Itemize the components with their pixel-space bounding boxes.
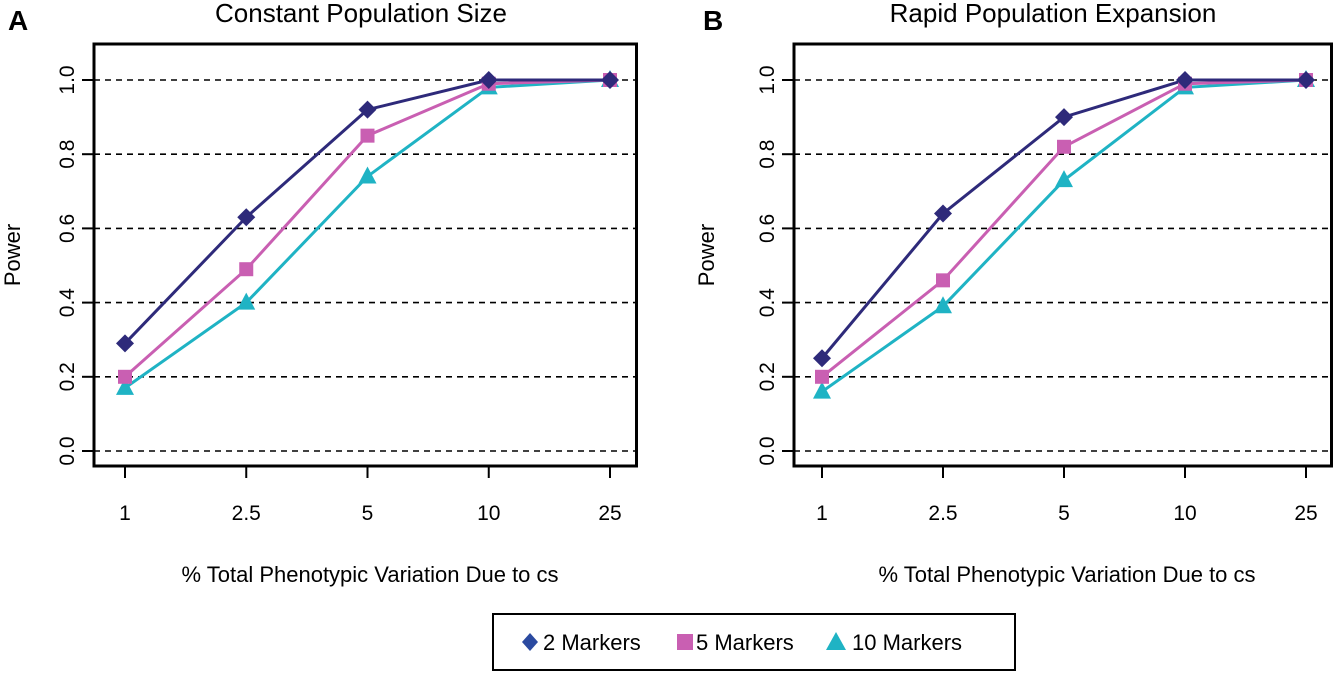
y-tick-label: 0.8 — [756, 140, 779, 169]
legend-label: 5 Markers — [696, 630, 794, 655]
y-tick-label: 0.4 — [756, 288, 779, 318]
legend-marker — [522, 633, 538, 651]
x-axis-label: % Total Phenotypic Variation Due to cs — [878, 562, 1255, 587]
data-point — [116, 377, 134, 395]
x-tick-label: 10 — [1173, 502, 1196, 525]
x-tick-label: 1 — [816, 502, 828, 525]
legend-box — [492, 613, 1016, 671]
data-point — [358, 166, 377, 184]
y-tick-label: 1.0 — [756, 65, 779, 94]
data-point — [1176, 71, 1194, 89]
data-point — [934, 204, 952, 223]
data-point — [1057, 139, 1071, 154]
y-axis-label: Power — [694, 224, 719, 286]
legend-label: 10 Markers — [852, 630, 962, 655]
data-point — [815, 369, 829, 384]
panel-a: A Constant Population Size 0.0 0.2 0.4 0.6 0.8… — [0, 0, 638, 587]
y-tick-label: 0.4 — [56, 288, 79, 318]
data-point — [1055, 170, 1073, 188]
x-tick-label: 25 — [1294, 502, 1317, 525]
x-tick-label: 25 — [598, 502, 621, 525]
data-point — [934, 296, 952, 314]
x-tick-label: 1 — [119, 502, 131, 525]
panel-letter: A — [8, 5, 28, 36]
panel-letter: B — [703, 5, 723, 36]
y-tick-label: 0.6 — [56, 214, 79, 243]
data-point — [601, 71, 619, 89]
data-point — [813, 381, 831, 399]
x-tick-label: 10 — [477, 502, 500, 525]
data-point — [813, 349, 831, 368]
y-tick-label: 0.2 — [756, 362, 779, 391]
panel-title: Rapid Population Expansion — [890, 0, 1217, 28]
y-tick-label: 1.0 — [56, 65, 79, 94]
x-axis-label: % Total Phenotypic Variation Due to cs — [181, 562, 558, 587]
legend-marker — [826, 632, 846, 650]
x-tick-label: 2.5 — [232, 502, 261, 525]
data-point — [360, 128, 375, 143]
legend-marker — [677, 634, 693, 650]
data-point — [118, 369, 132, 384]
x-tick-label: 5 — [1058, 502, 1070, 525]
data-point — [239, 262, 254, 277]
data-point — [1055, 108, 1073, 127]
y-tick-label: 0.0 — [756, 436, 779, 465]
y-tick-label: 0.6 — [756, 214, 779, 243]
series-line — [124, 78, 611, 390]
data-point — [358, 100, 377, 119]
data-point — [479, 71, 498, 89]
panel-b: B Rapid Population Expansion 0.0 0.2 0.4 0.6 0… — [694, 0, 1333, 587]
x-tick-label: 2.5 — [928, 502, 957, 525]
data-point — [1297, 71, 1315, 89]
data-point — [237, 208, 256, 227]
series-line — [123, 78, 610, 345]
data-point — [116, 334, 134, 353]
data-point — [237, 292, 256, 310]
y-tick-label: 0.0 — [56, 436, 79, 465]
x-tick-label: 5 — [362, 502, 374, 525]
legend: 2 Markers 5 Markers 10 Markers — [492, 613, 1016, 671]
data-point — [936, 273, 950, 288]
plot-frame — [792, 42, 1333, 468]
y-axis-label: Power — [0, 224, 25, 286]
panel-title: Constant Population Size — [215, 0, 507, 28]
plot-frame — [92, 42, 638, 468]
y-tick-label: 0.8 — [56, 140, 79, 169]
legend-label: 2 Markers — [543, 630, 641, 655]
series-line — [821, 78, 1307, 393]
y-tick-label: 0.2 — [56, 362, 79, 391]
